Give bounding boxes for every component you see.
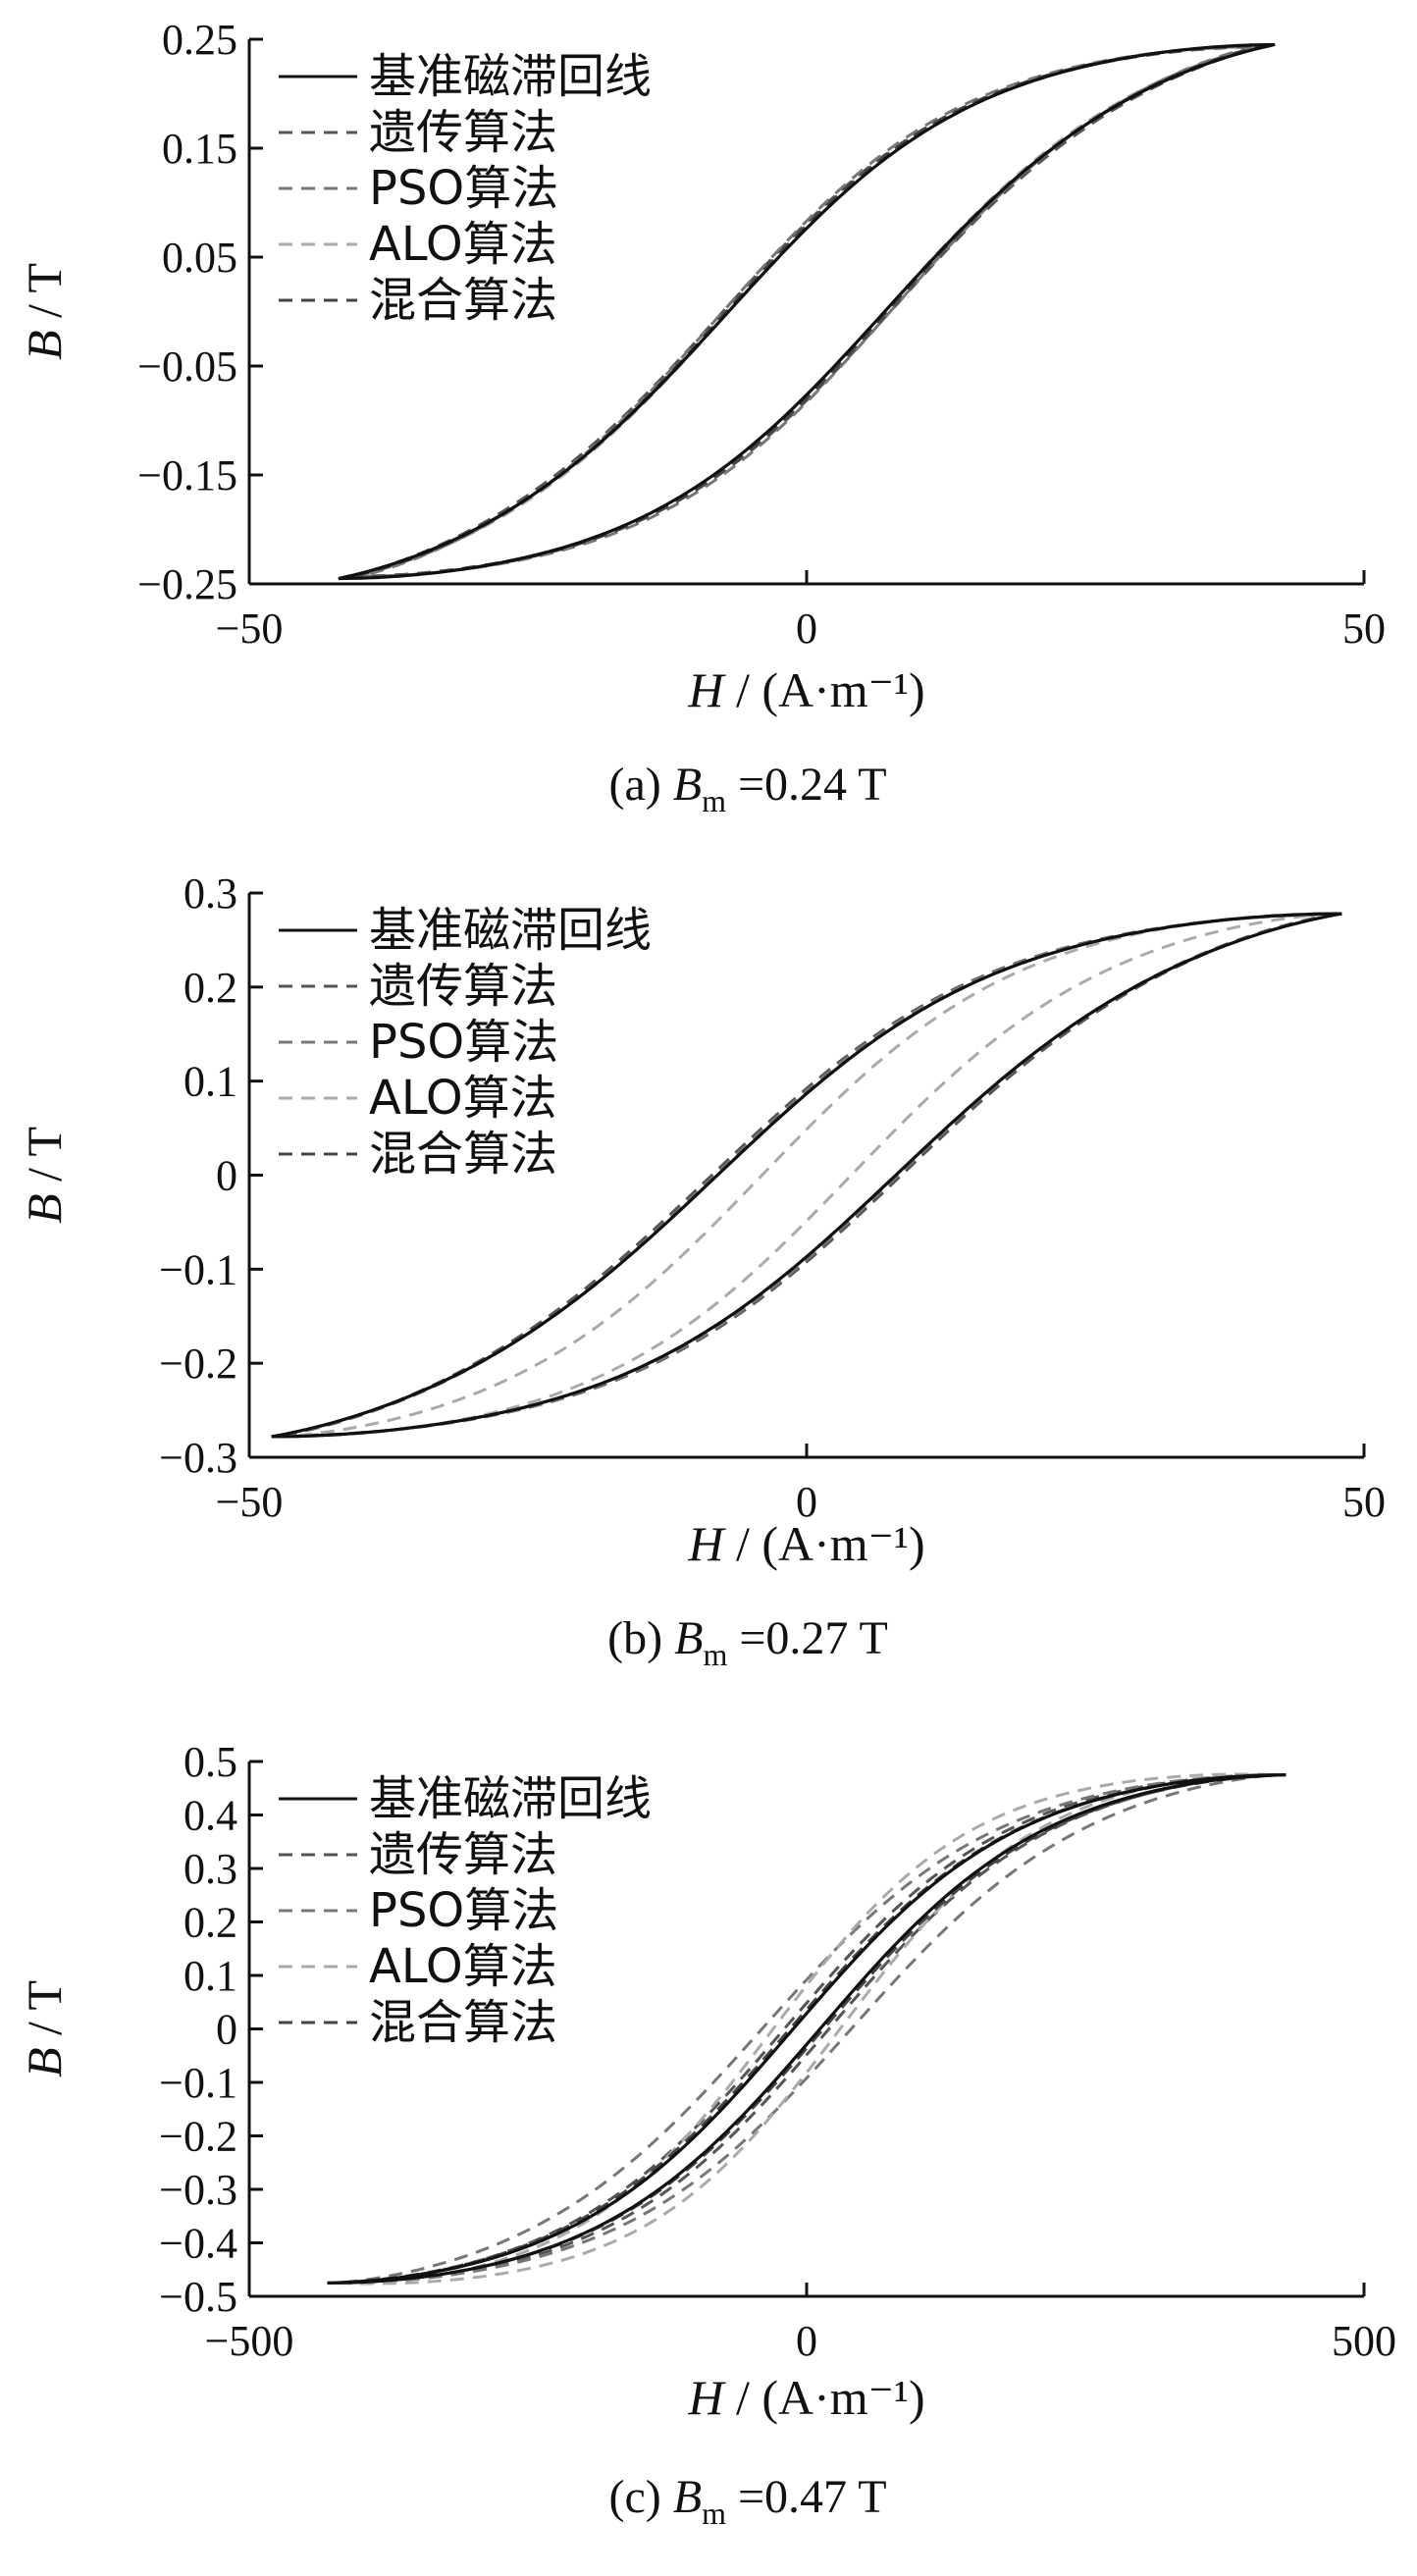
y-tick-label: 0.2 xyxy=(184,1899,237,1947)
legend-label: ALO算法 xyxy=(369,217,557,272)
y-tick-label: −0.15 xyxy=(137,451,237,499)
y-tick-label: −0.3 xyxy=(159,1434,237,1482)
chart-panel-3: 0.5 0.4 0.3 0.2 0.1 0 −0.1 −0.2 −0.3 −0.4 −0.5−500… xyxy=(17,1738,1396,2531)
series-line-1 xyxy=(271,912,1342,1439)
y-tick-label: 0 xyxy=(216,1152,237,1200)
chart-panel-1: 0.25 0.15 0.05 −0.05 −0.15 −0.25−50 0 50 B / T H … xyxy=(17,16,1386,818)
y-tick-label: 0.5 xyxy=(184,1738,237,1786)
y-tick-label: 0.05 xyxy=(162,234,237,282)
y-tick-label: −0.25 xyxy=(137,560,237,608)
legend-label: 混合算法 xyxy=(369,273,557,328)
y-tick-label: 0.3 xyxy=(184,869,237,918)
y-tick-label: −0.5 xyxy=(159,2273,237,2321)
y-tick-label: 0.1 xyxy=(184,1058,237,1106)
legend-label: PSO算法 xyxy=(369,1883,558,1938)
y-tick-label: −0.05 xyxy=(137,342,237,391)
legend-label: 遗传算法 xyxy=(369,1827,557,1882)
x-tick-label: 0 xyxy=(796,2317,817,2365)
y-tick-label: 0 xyxy=(216,2006,237,2054)
y-axis-label: B / T xyxy=(17,1127,72,1224)
x-tick-label: 500 xyxy=(1332,2317,1396,2365)
series-line-1 xyxy=(338,42,1276,581)
y-tick-label: 0.3 xyxy=(184,1845,237,1893)
y-axis-label: B / T xyxy=(17,263,72,360)
x-tick-label: −50 xyxy=(216,1478,284,1526)
series-line-4 xyxy=(282,912,1332,1439)
y-axis-label: B / T xyxy=(17,1980,72,2077)
legend-label: 遗传算法 xyxy=(369,105,557,160)
x-tick-label: −50 xyxy=(216,605,284,653)
legend-label: 混合算法 xyxy=(369,1995,557,2050)
legend-label: PSO算法 xyxy=(369,1015,558,1070)
y-tick-label: 0.4 xyxy=(184,1792,237,1840)
y-tick-label: −0.1 xyxy=(159,2059,237,2107)
y-tick-label: 0.1 xyxy=(184,1952,237,2000)
y-tick-label: −0.2 xyxy=(159,1340,237,1388)
legend-label: 混合算法 xyxy=(369,1127,557,1182)
y-tick-label: 0.15 xyxy=(162,125,237,173)
figure-caption: (b) Bm =0.27 T xyxy=(607,1612,888,1672)
x-tick-label: 0 xyxy=(796,605,817,653)
figure-caption: (c) Bm =0.47 T xyxy=(608,2471,886,2531)
figure-caption: (a) Bm =0.24 T xyxy=(608,759,886,818)
x-axis-label: H / (A·m⁻¹) xyxy=(687,2370,924,2425)
legend-label: ALO算法 xyxy=(369,1071,557,1126)
y-tick-label: 0.25 xyxy=(162,16,237,64)
x-tick-label: 0 xyxy=(796,1478,817,1526)
x-tick-label: −500 xyxy=(205,2317,294,2365)
y-tick-label: −0.4 xyxy=(159,2220,237,2268)
series-line-3 xyxy=(338,1773,1276,2285)
y-tick-label: −0.1 xyxy=(159,1245,237,1293)
legend-label: 基准磁滞回线 xyxy=(369,1771,652,1826)
legend-label: 基准磁滞回线 xyxy=(369,49,652,104)
x-tick-label: 50 xyxy=(1342,1478,1386,1526)
legend-label: ALO算法 xyxy=(369,1939,557,1994)
y-tick-label: −0.3 xyxy=(159,2166,237,2214)
series-line-4 xyxy=(338,1772,1276,2286)
x-axis-label: H / (A·m⁻¹) xyxy=(687,662,924,717)
y-tick-label: −0.2 xyxy=(159,2113,237,2161)
series-line-1 xyxy=(327,1773,1286,2285)
y-tick-label: 0.2 xyxy=(184,964,237,1012)
legend-label: PSO算法 xyxy=(369,161,558,216)
x-tick-label: 50 xyxy=(1342,605,1386,653)
legend-label: 遗传算法 xyxy=(369,959,557,1014)
x-axis-label: H / (A·m⁻¹) xyxy=(687,1516,924,1571)
chart-panel-2: 0.3 0.2 0.1 0 −0.1 −0.2 −0.3−50 0 50 B / T H / (A·… xyxy=(17,869,1386,1672)
legend-label: 基准磁滞回线 xyxy=(369,903,652,958)
series-line-3 xyxy=(360,45,1253,578)
